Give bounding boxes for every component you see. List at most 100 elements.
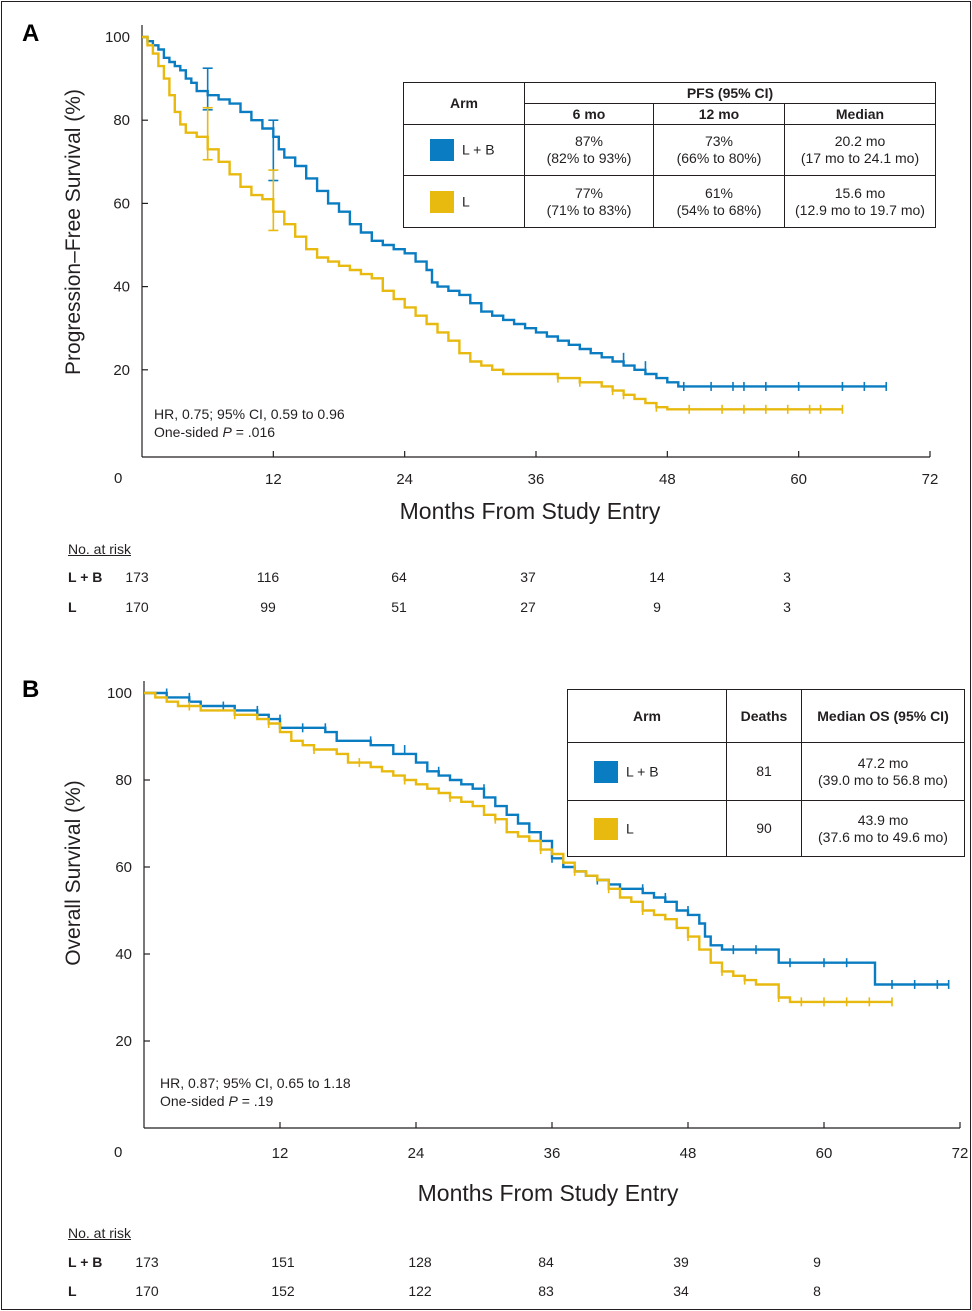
legend-label-l: L (626, 820, 634, 836)
panel-b-y-tick-label: 20 (115, 1033, 132, 1050)
cell-value: 77% (574, 184, 604, 201)
panel-a-risk-value: 173 (125, 569, 149, 585)
panel-a-table-arm-header: Arm (403, 82, 525, 125)
panel-a-x-tick-label: 60 (790, 471, 807, 488)
panel-b-table-deaths-header: Deaths (726, 689, 802, 743)
panel-a-p-value: = .016 (231, 424, 276, 440)
panel-a-y-tick-label: 60 (113, 195, 130, 212)
panel-a-risk-value: 27 (520, 599, 536, 615)
panel-a-table-col-median: Median (784, 103, 936, 125)
panel-a-risk-value: 9 (653, 599, 661, 615)
panel-a-risk-arm-l: L (68, 599, 77, 615)
panel-b-p-prefix: One-sided (160, 1093, 229, 1109)
panel-b-y-tick-label: 60 (115, 859, 132, 876)
panel-a-series-lb (142, 35, 887, 388)
panel-b-risk-value: 128 (408, 1254, 432, 1270)
panel-b-x-tick-label: 12 (272, 1145, 289, 1162)
cell-ci: (17 mo to 24.1 mo) (800, 150, 920, 166)
panel-b-letter: B (22, 676, 40, 703)
panel-a-table-group-header: PFS (95% CI) (524, 82, 936, 104)
panel-b-risk-value: 173 (135, 1254, 159, 1270)
panel-a-p-symbol: P (222, 424, 232, 440)
cell-value: 47.2 mo (857, 754, 909, 771)
panel-b-p-symbol: P (228, 1093, 238, 1109)
panel-a-x-tick-label: 72 (922, 471, 939, 488)
panel-a-x-tick-label: 48 (659, 471, 676, 488)
cell-value: 20.2 mo (834, 133, 886, 149)
cell-ci: (82% to 93%) (546, 150, 632, 166)
panel-b-x-tick-label: 60 (816, 1145, 833, 1162)
panel-b-x-tick-label: 24 (408, 1145, 425, 1162)
panel-b-risk-value: 34 (673, 1283, 689, 1299)
panel-a-table-cell: 77% (71% to 83%) (524, 175, 654, 228)
legend-swatch-l (430, 190, 454, 213)
panel-b-table-median: 43.9 mo (37.6 mo to 49.6 mo) (801, 800, 965, 857)
panel-b-series-lb (144, 691, 949, 986)
panel-b-table-deaths: 90 (726, 800, 802, 857)
cell-value: 43.9 mo (857, 811, 909, 828)
panel-b-y-tick-label: 80 (115, 772, 132, 789)
panel-b-risk-value: 83 (538, 1283, 554, 1299)
panel-a-risk-value: 170 (125, 599, 149, 615)
legend-label-lb: L + B (462, 141, 495, 158)
panel-a-x-axis-label: Months From Study Entry (399, 498, 661, 524)
panel-a-y-axis-label: Progression–Free Survival (%) (62, 89, 85, 375)
panel-b-table-median-header: Median OS (95% CI) (801, 689, 965, 743)
panel-b-risk-value: 39 (673, 1254, 689, 1270)
panel-b-x-tick-label: 48 (680, 1145, 697, 1162)
panel-a-table-arm-l: L (403, 175, 525, 228)
panel-b-hr-line1: HR, 0.87; 95% CI, 0.65 to 1.18 (160, 1075, 351, 1091)
panel-a-table-cell: 20.2 mo (17 mo to 24.1 mo) (784, 124, 936, 176)
cell-value: 61% (704, 184, 734, 201)
panel-a-risk-title: No. at risk (68, 541, 132, 557)
panel-b-table-deaths: 81 (726, 742, 802, 801)
panel-b-risk-arm-lb: L + B (68, 1254, 103, 1270)
panel-a-table-cell: 87% (82% to 93%) (524, 124, 654, 176)
panel-a-x-tick-label: 12 (265, 471, 282, 488)
cell-ci: (54% to 68%) (676, 201, 762, 218)
panel-a-risk-value: 51 (391, 599, 407, 615)
panel-a-y-tick-label: 40 (113, 279, 130, 296)
panel-a-risk-arm-lb: L + B (68, 569, 103, 585)
panel-b-x-tick-label: 36 (544, 1145, 561, 1162)
legend-swatch-lb (594, 760, 618, 783)
cell-ci: (39.0 mo to 56.8 mo) (818, 771, 948, 788)
panel-b-risk-title: No. at risk (68, 1225, 132, 1241)
legend-label-l: L (462, 193, 470, 209)
panel-b-table-row: L + B 81 47.2 mo (39.0 mo to 56.8 mo) (567, 742, 965, 801)
panel-b-y-axis-label: Overall Survival (%) (62, 780, 85, 966)
panel-a-p-prefix: One-sided (154, 424, 223, 440)
panel-b-table-arm-l: L (567, 800, 727, 857)
panel-a-risk-value: 64 (391, 569, 407, 585)
panel-a-hr-line1: HR, 0.75; 95% CI, 0.59 to 0.96 (154, 406, 345, 422)
cell-ci: (12.9 mo to 19.7 mo) (795, 201, 925, 218)
panel-b-risk-value: 9 (813, 1254, 821, 1270)
cell-ci: (66% to 80%) (676, 150, 762, 166)
panel-b-series-l (144, 691, 892, 1004)
cell-ci: (71% to 83%) (546, 201, 632, 218)
panel-a-risk-value: 14 (649, 569, 665, 585)
panel-a-table-cell: 73% (66% to 80%) (653, 124, 785, 176)
panel-b-hr-annotation: HR, 0.87; 95% CI, 0.65 to 1.18 One-sided… (160, 1074, 351, 1110)
panel-a-table-row: L + B 87% (82% to 93%) 73% (66% to 80%) 20… (403, 124, 936, 176)
panel-a-y-tick-label: 80 (113, 112, 130, 129)
cell-value: 15.6 mo (834, 184, 886, 201)
legend-label-lb: L + B (626, 763, 659, 779)
panel-a-table-col-6mo: 6 mo (524, 103, 654, 125)
panel-b-os-table: Arm Deaths Median OS (95% CI) L + B 81 4… (567, 689, 965, 857)
legend-swatch-lb (430, 139, 454, 161)
panel-b-p-value: = .19 (237, 1093, 274, 1109)
panel-a-table-cell: 15.6 mo (12.9 mo to 19.7 mo) (784, 175, 936, 228)
panel-b-risk-value: 151 (271, 1254, 295, 1270)
panel-a-table-cell: 61% (54% to 68%) (653, 175, 785, 228)
panel-b-table-row: L 90 43.9 mo (37.6 mo to 49.6 mo) (567, 800, 965, 857)
panel-a-x-tick-label: 24 (396, 471, 413, 488)
panel-a-table-row: L 77% (71% to 83%) 61% (54% to 68%) 15.6 m… (403, 175, 936, 228)
panel-a-risk-value: 99 (260, 599, 276, 615)
panel-a-y-tick-label: 20 (113, 362, 130, 379)
panel-b-y-tick-label: 40 (115, 946, 132, 963)
cell-ci: (37.6 mo to 49.6 mo) (818, 828, 948, 845)
panel-b-risk-value: 84 (538, 1254, 554, 1270)
panel-a-letter: A (22, 20, 40, 47)
